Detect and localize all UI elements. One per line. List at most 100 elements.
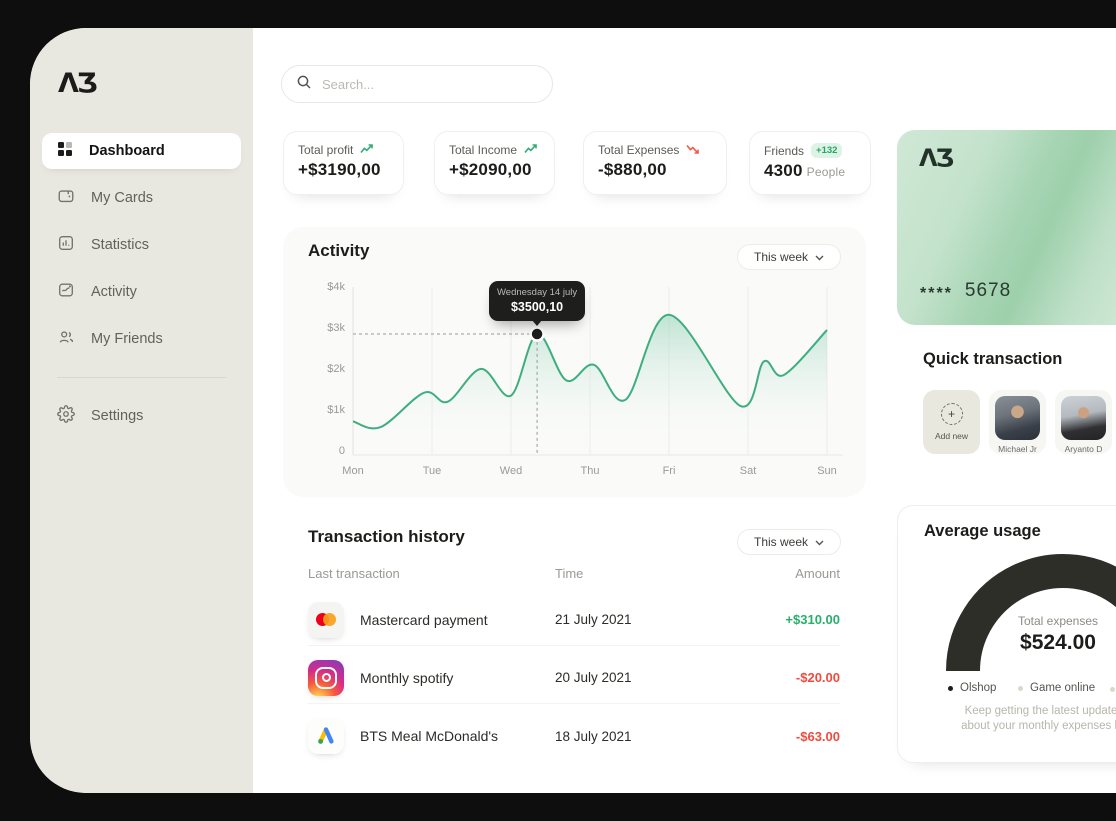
sidebar-item-dashboard[interactable]: Dashboard xyxy=(42,133,241,169)
trend-down-icon xyxy=(686,143,700,157)
gear-icon xyxy=(57,405,75,427)
sidebar-item-label: My Cards xyxy=(91,190,154,206)
transactions-period-select[interactable]: This week xyxy=(737,529,841,555)
activity-period-select[interactable]: This week xyxy=(737,244,841,270)
activity-chart[interactable]: Mon Tue Wed Thu Fri Sat Sun $4k $3k $2k $1k 0 xyxy=(283,227,866,497)
add-new-button[interactable]: + Add new xyxy=(923,390,980,454)
transactions-header-row: Last transaction Time Amount xyxy=(308,566,840,588)
sidebar-item-label: My Friends xyxy=(91,331,163,347)
google-ads-icon xyxy=(308,718,344,754)
sidebar-menu: Dashboard My Cards Statistics Activity xyxy=(30,133,253,434)
table-row[interactable]: Monthly spotify 20 July 2021 -$20.00 xyxy=(308,652,840,704)
stat-value: -$880,00 xyxy=(598,160,667,179)
avatar xyxy=(995,396,1040,440)
y-tick-label: $3k xyxy=(327,322,345,334)
usage-gauge-chart xyxy=(898,536,1116,686)
table-row[interactable]: Mastercard payment 21 July 2021 +$310.00 xyxy=(308,594,840,646)
transactions-title: Transaction history xyxy=(308,527,465,546)
x-tick-label: Thu xyxy=(580,465,600,477)
quick-contact-michael[interactable]: Michael Jr xyxy=(989,390,1046,454)
column-header-amount: Amount xyxy=(795,566,840,581)
search-bar xyxy=(281,65,553,103)
legend-item: Olshop xyxy=(948,682,996,694)
stat-label: Total profit xyxy=(298,143,354,157)
period-label: This week xyxy=(753,250,809,264)
sidebar-item-label: Settings xyxy=(91,408,144,424)
credit-card[interactable]: ΛƷ **** 5678 xyxy=(897,130,1116,325)
stat-value: +$2090,00 xyxy=(449,160,532,179)
dashboard-grid-icon xyxy=(57,141,73,161)
highlight-dashed-line xyxy=(353,333,538,455)
instagram-icon xyxy=(308,659,344,696)
chart-tooltip: Wednesday 14 july $3500,10 xyxy=(489,281,586,327)
average-usage-title: Average usage xyxy=(924,522,1041,540)
stat-card-total-expenses[interactable]: Total Expenses -$880,00 xyxy=(583,131,727,195)
search-icon xyxy=(296,74,312,95)
legend-item: Game online xyxy=(1018,682,1095,694)
stat-card-total-income[interactable]: Total Income +$2090,00 xyxy=(434,131,555,195)
stat-value: 4300 xyxy=(764,161,803,180)
sidebar-item-label: Statistics xyxy=(91,237,150,253)
transaction-amount: -$63.00 xyxy=(795,728,840,744)
credit-card-logo: ΛƷ xyxy=(919,144,954,172)
transaction-name: Mastercard payment xyxy=(360,611,488,628)
period-label: This week xyxy=(753,535,809,549)
search-input[interactable] xyxy=(322,76,522,92)
transaction-time: 18 July 2021 xyxy=(555,728,632,744)
activity-card: Activity This week Mon Tue Wed Thu Fri Sat Sun… xyxy=(283,227,866,497)
sidebar-item-statistics[interactable]: Statistics xyxy=(42,227,241,263)
activity-chart-svg xyxy=(352,287,843,456)
transaction-name: BTS Meal McDonald's xyxy=(360,728,499,744)
gauge-legend: Olshop Game online xyxy=(898,682,1116,698)
transaction-name: Monthly spotify xyxy=(360,669,454,686)
friends-badge: +132 xyxy=(811,143,843,158)
sidebar-item-activity[interactable]: Activity xyxy=(42,274,241,310)
activity-title: Activity xyxy=(308,241,370,260)
stat-unit: People xyxy=(806,165,846,179)
sidebar-item-label: Activity xyxy=(91,284,137,300)
y-tick-label: 0 xyxy=(338,445,345,457)
tooltip-date: Wednesday 14 july xyxy=(497,287,578,299)
trend-up-icon xyxy=(360,143,374,157)
mastercard-icon xyxy=(308,601,344,638)
contact-name: Michael Jr xyxy=(998,444,1037,454)
sidebar: ΛƷ Dashboard My Cards Statistics xyxy=(30,28,253,793)
stat-card-friends[interactable]: Friends +132 4300 People xyxy=(749,131,871,195)
total-expenses-label: Total expenses xyxy=(1017,614,1099,628)
x-tick-label: Mon xyxy=(342,465,364,477)
stat-label: Total Income xyxy=(449,143,518,157)
friends-icon xyxy=(57,328,75,350)
chevron-down-icon xyxy=(815,250,824,264)
legend-dot-icon xyxy=(1018,685,1023,691)
transactions-table: Last transaction Time Amount Mastercard … xyxy=(308,566,840,762)
table-row[interactable]: BTS Meal McDonald's 18 July 2021 -$63.00 xyxy=(308,710,840,762)
column-header-last-transaction: Last transaction xyxy=(308,566,400,581)
sidebar-item-settings[interactable]: Settings xyxy=(42,398,241,434)
usage-gauge-svg xyxy=(946,554,1116,672)
x-tick-label: Wed xyxy=(499,465,523,477)
y-tick-label: $4k xyxy=(327,281,345,293)
sidebar-item-my-cards[interactable]: My Cards xyxy=(42,180,241,216)
transaction-time: 20 July 2021 xyxy=(555,670,632,685)
x-tick-label: Sun xyxy=(817,465,837,477)
stat-label: Friends xyxy=(764,143,805,158)
x-tick-label: Tue xyxy=(422,465,442,477)
stat-card-total-profit[interactable]: Total profit +$3190,00 xyxy=(283,131,404,195)
plus-icon: + xyxy=(940,403,963,425)
card-number: **** 5678 xyxy=(920,280,1011,302)
chevron-down-icon xyxy=(815,535,824,549)
contact-name: Aryanto D xyxy=(1064,444,1103,454)
trend-up-icon xyxy=(524,143,538,157)
y-tick-label: $1k xyxy=(327,404,345,416)
gauge-center: Total expenses $524.00 xyxy=(958,614,1116,655)
card-last-digits: 5678 xyxy=(964,280,1012,301)
y-tick-label: $2k xyxy=(327,363,345,375)
sidebar-divider xyxy=(57,377,226,378)
sidebar-item-my-friends[interactable]: My Friends xyxy=(42,321,241,357)
usage-note: Keep getting the latest update about you… xyxy=(961,705,1116,732)
bar-chart-icon xyxy=(57,234,75,256)
app-window: ΛƷ Dashboard My Cards Statistics xyxy=(30,28,1116,793)
activity-pulse-icon xyxy=(57,281,75,303)
quick-contact-aryanto[interactable]: Aryanto D xyxy=(1055,390,1112,454)
column-header-time: Time xyxy=(555,566,584,581)
